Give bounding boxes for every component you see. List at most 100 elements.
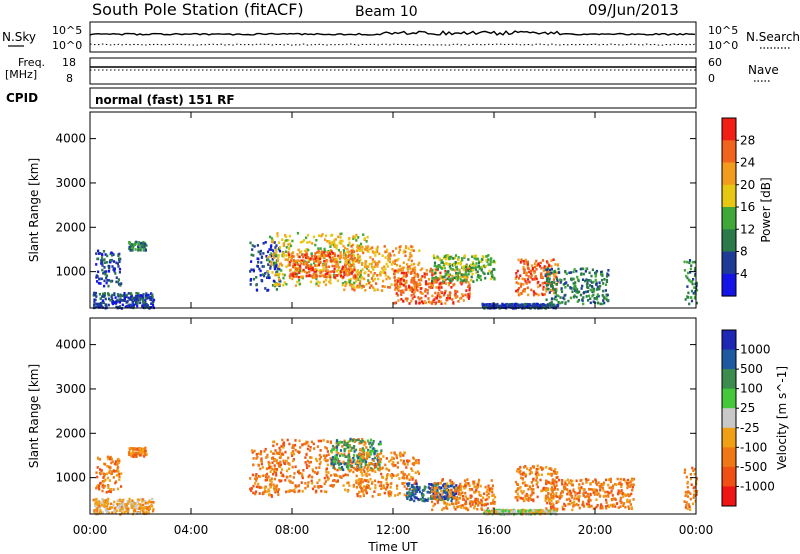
heatmap-cell — [378, 466, 381, 470]
heatmap-cell — [546, 272, 549, 276]
heatmap-cell — [399, 282, 402, 286]
heatmap-cell — [95, 263, 98, 266]
heatmap-cell — [378, 260, 381, 264]
heatmap-cell — [599, 302, 602, 306]
heatmap-cell — [106, 511, 109, 514]
heatmap-cell — [435, 265, 438, 268]
heatmap-cell — [375, 282, 378, 285]
heatmap-cell — [465, 279, 468, 283]
heatmap-cell — [528, 485, 531, 488]
heatmap-cell — [467, 297, 471, 300]
heatmap-cell — [532, 477, 535, 481]
heatmap-cell — [413, 461, 416, 465]
heatmap-cell — [629, 480, 632, 483]
colorbar-segment — [722, 251, 736, 275]
heatmap-cell — [580, 478, 583, 482]
heatmap-cell — [595, 481, 598, 485]
heatmap-cell — [322, 266, 325, 270]
heatmap-cell — [413, 295, 416, 299]
heatmap-cell — [291, 450, 294, 453]
heatmap-cell — [418, 282, 421, 285]
heatmap-cell — [446, 507, 449, 510]
heatmap-cell — [137, 245, 140, 248]
heatmap-cell — [140, 508, 143, 511]
heatmap-cell — [597, 301, 600, 305]
heatmap-cell — [396, 484, 399, 487]
heatmap-cell — [573, 287, 576, 290]
heatmap-cell — [456, 278, 459, 282]
heatmap-cell — [417, 472, 421, 475]
heatmap-cell — [572, 282, 575, 285]
heatmap-cell — [139, 301, 142, 305]
heatmap-cell — [136, 301, 139, 305]
heatmap-cell — [364, 289, 367, 292]
heatmap-cell — [396, 466, 399, 469]
heatmap-cell — [549, 493, 552, 496]
heatmap-cell — [532, 511, 535, 515]
heatmap-cell — [537, 467, 540, 471]
heatmap-cell — [435, 482, 438, 486]
heatmap-cell — [532, 509, 536, 513]
heatmap-cell — [300, 481, 303, 484]
heatmap-cell — [431, 271, 434, 275]
heatmap-cell — [127, 500, 130, 503]
heatmap-cell — [333, 240, 336, 244]
heatmap-cell — [100, 501, 103, 505]
heatmap-cell — [99, 303, 102, 307]
heatmap-cell — [368, 262, 371, 266]
heatmap-cell — [453, 263, 456, 267]
heatmap-cell — [93, 298, 96, 301]
heatmap-cell — [296, 253, 299, 256]
heatmap-cell — [275, 282, 278, 286]
heatmap-cell — [104, 500, 107, 503]
colorbar-tick-label: 20 — [740, 178, 755, 192]
heatmap-cell — [451, 491, 454, 494]
heatmap-cell — [133, 502, 137, 505]
heatmap-cell — [464, 502, 467, 506]
heatmap-cell — [424, 486, 427, 489]
heatmap-cell — [141, 500, 144, 503]
heatmap-cell — [477, 273, 480, 277]
heatmap-cell — [433, 261, 437, 265]
heatmap-cell — [406, 492, 409, 495]
heatmap-cell — [144, 449, 147, 453]
heatmap-cell — [111, 511, 114, 514]
heatmap-cell — [403, 481, 406, 485]
heatmap-cell — [348, 263, 351, 267]
heatmap-cell — [271, 240, 274, 244]
heatmap-cell — [268, 255, 271, 258]
heatmap-cell — [385, 478, 388, 481]
heatmap-cell — [260, 462, 263, 466]
heatmap-cell — [434, 268, 437, 271]
heatmap-cell — [531, 484, 534, 488]
heatmap-cell — [117, 487, 120, 491]
heatmap-cell — [361, 263, 364, 266]
heatmap-cell — [143, 243, 146, 246]
heatmap-cell — [475, 488, 478, 492]
heatmap-cell — [329, 270, 332, 274]
heatmap-cell — [488, 303, 491, 306]
heatmap-cell — [333, 239, 336, 242]
heatmap-cell — [541, 259, 545, 262]
heatmap-cell — [531, 278, 534, 281]
heatmap-cell — [374, 484, 377, 487]
heatmap-cell — [139, 294, 142, 297]
heatmap-cell — [349, 278, 352, 281]
heatmap-cell — [487, 495, 491, 499]
heatmap-cell — [484, 498, 487, 502]
heatmap-cell — [599, 505, 602, 509]
heatmap-cell — [365, 283, 368, 286]
heatmap-cell — [415, 283, 418, 287]
noise-tick-left-bottom: 10^0 — [52, 39, 82, 52]
heatmap-cell — [373, 251, 377, 254]
heatmap-cell — [352, 453, 356, 457]
heatmap-cell — [329, 278, 332, 282]
heatmap-cell — [100, 511, 103, 514]
heatmap-cell — [106, 508, 109, 511]
heatmap-cell — [123, 299, 126, 303]
heatmap-cell — [292, 259, 295, 262]
heatmap-cell — [108, 279, 111, 282]
heatmap-cell — [297, 255, 300, 258]
heatmap-cell — [107, 264, 110, 268]
heatmap-cell — [487, 258, 490, 261]
